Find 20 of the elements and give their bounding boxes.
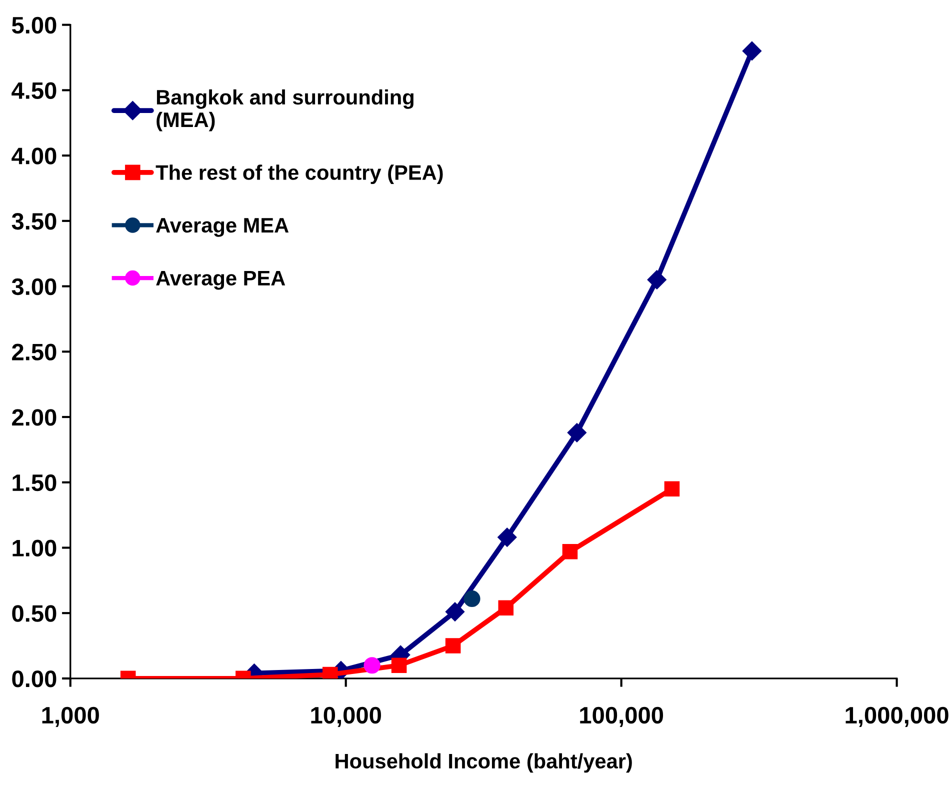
y-tick-label: 0.00 xyxy=(12,670,56,688)
y-tick-label: 4.00 xyxy=(12,148,56,164)
legend-label: Average MEA xyxy=(156,218,289,237)
y-tick-label: 2.50 xyxy=(12,344,56,360)
y-tick-label: 3.50 xyxy=(12,212,56,230)
y-tick-label: 2.00 xyxy=(12,409,56,426)
legend-label: Average PEA xyxy=(156,270,286,290)
x-tick-label: 10,000 xyxy=(311,706,381,727)
y-tick-label: 4.50 xyxy=(12,82,56,99)
y-tick-label: 1.50 xyxy=(12,474,56,492)
x-tick-label: 1,000 xyxy=(42,706,99,727)
x-tick-label: 100,000 xyxy=(580,706,664,727)
y-tick-label: 0.50 xyxy=(12,605,56,622)
y-tick-label: 1.00 xyxy=(12,540,56,557)
x-axis-title: Household Income (baht/year) xyxy=(336,753,632,773)
legend-label: The rest of the country (PEA) xyxy=(156,164,443,184)
x-tick-label: 1,000,000 xyxy=(846,706,948,727)
y-tick-label: 5.00 xyxy=(12,16,56,34)
legend-label: Bangkok and surrounding (MEA) xyxy=(156,89,414,132)
y-tick-label: 3.00 xyxy=(12,278,56,296)
